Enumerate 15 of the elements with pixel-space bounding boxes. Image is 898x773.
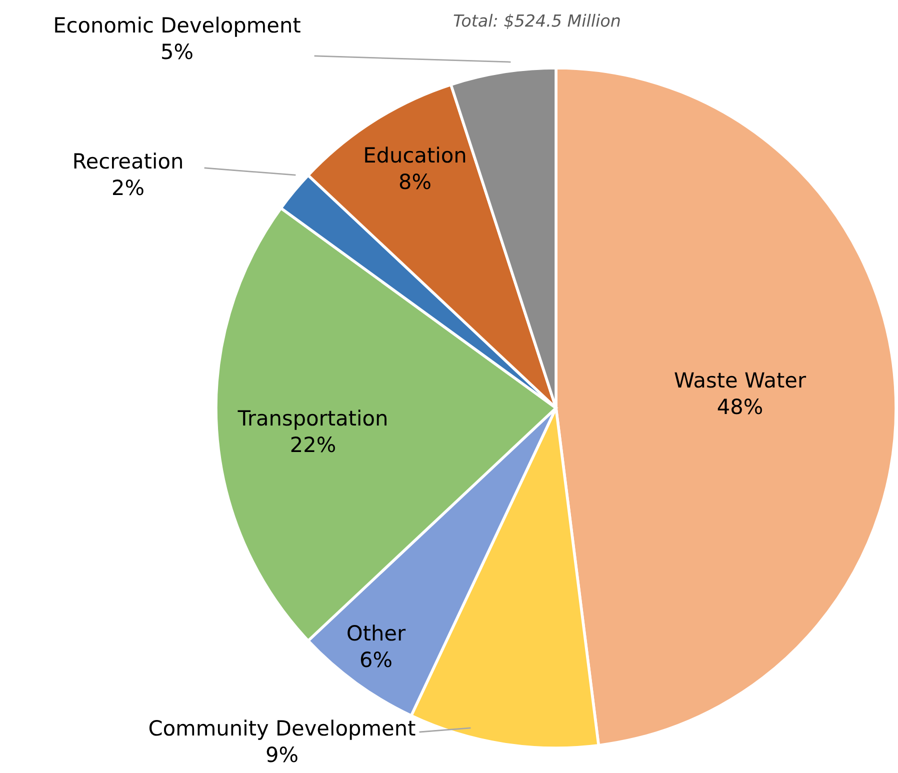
slice-label: Other: [348, 624, 406, 641]
slice-label: Community Development: [149, 720, 416, 740]
slice-label: Education: [365, 146, 466, 163]
data-label: 9%: [266, 746, 298, 762]
data-label: 8%: [400, 174, 430, 190]
text: Total: $524.5 Million: [454, 14, 620, 30]
data-label: 22%: [291, 436, 336, 452]
slice-label: Recreation: [74, 152, 182, 169]
slice-label: Waste Water: [674, 372, 806, 388]
data-label: 6%: [360, 652, 392, 668]
slice-label: Economic Development: [55, 16, 300, 37]
data-label: 2%: [113, 180, 144, 196]
slice-label: Transportation: [238, 410, 386, 430]
data-label: 48%: [718, 398, 762, 414]
data-label: 5%: [162, 44, 192, 60]
